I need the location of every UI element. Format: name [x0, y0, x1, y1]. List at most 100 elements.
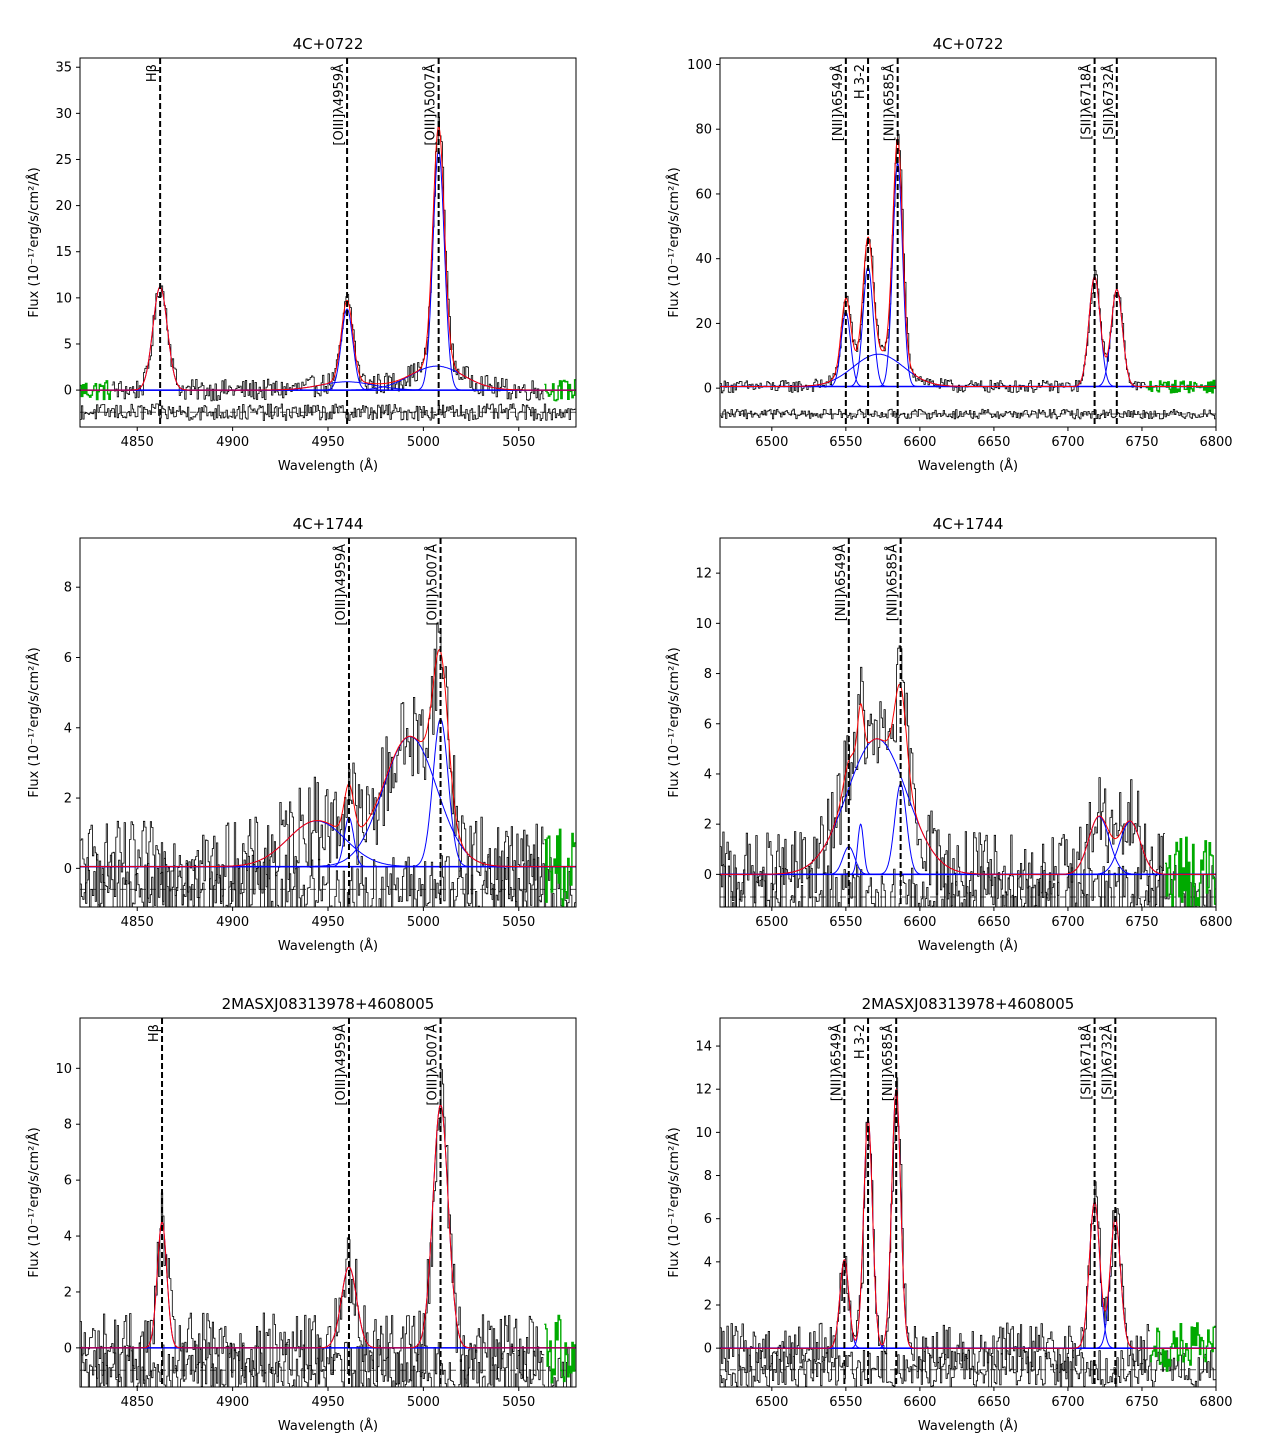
y-tick-label-6: 25 [55, 153, 72, 168]
axes-frame [719, 57, 1217, 428]
chart-title: 2MASXJ08313978+4608005 [862, 995, 1075, 1013]
continuum-window-spectrum [1149, 1322, 1216, 1372]
y-tick-label-6: 10 [695, 1126, 712, 1141]
total-model-fit [80, 125, 576, 391]
observed-spectrum [80, 622, 576, 907]
y-tick-label-3: 4 [64, 1230, 72, 1245]
residual-spectrum [80, 403, 576, 421]
line-label-2: H 3-2 [853, 64, 868, 99]
x-tick-label-6: 6750 [1125, 1395, 1158, 1410]
residual-spectrum [720, 408, 1216, 420]
x-tick-label-1: 6500 [755, 915, 788, 930]
gaussian-component-4 [720, 353, 1216, 387]
plot-area [80, 622, 576, 907]
x-tick-label-4: 5000 [407, 1395, 440, 1410]
observed-spectrum [720, 1077, 1216, 1374]
chart-panel-6: [NII]λ6549Å H 3-2 [NII]λ6585Å [SII]λ6718Å [S… [666, 995, 1233, 1434]
line-label-1: [OIII]λ4959Å [333, 544, 349, 626]
chart-panel-5: Hβ [OIII]λ4959Å [OIII]λ5007Å 4850 4900 4950 50… [26, 995, 577, 1434]
x-tick-label-2: 4900 [216, 1395, 249, 1410]
y-tick-label-4: 60 [695, 187, 712, 202]
total-model-fit [80, 648, 576, 868]
x-tick-label-5: 5050 [502, 1395, 535, 1410]
plot-area [80, 1069, 576, 1387]
y-tick-label-4: 6 [704, 717, 712, 732]
x-tick-label-4: 6650 [977, 1395, 1010, 1410]
line-label-5: [SII]λ6732Å [1101, 64, 1117, 140]
x-tick-label-1: 6500 [755, 435, 788, 450]
y-tick-label-7: 12 [695, 1083, 712, 1098]
gaussian-component-3 [80, 149, 576, 391]
chart-panel-3: [OIII]λ4959Å [OIII]λ5007Å 4850 4900 4950 5000… [26, 515, 577, 954]
x-tick-label-2: 4900 [216, 435, 249, 450]
line-label-2: [NII]λ6585Å [885, 544, 901, 621]
y-tick-label-4: 6 [64, 651, 72, 666]
y-tick-label-1: 0 [704, 1342, 712, 1357]
total-model-fit [720, 1088, 1216, 1349]
line-label-3: [OIII]λ5007Å [423, 64, 439, 146]
observed-spectrum [720, 645, 1165, 907]
y-tick-label-7: 30 [55, 107, 72, 122]
gaussian-component-6 [720, 288, 1216, 387]
y-tick-label-3: 40 [695, 252, 712, 267]
axes-frame [79, 57, 577, 428]
observed-spectrum [80, 1069, 576, 1385]
x-tick-label-5: 6700 [1051, 915, 1084, 930]
y-tick-label-3: 4 [704, 1255, 712, 1270]
x-tick-label-3: 6600 [903, 915, 936, 930]
x-tick-label-4: 6650 [977, 435, 1010, 450]
chart-panel-4: [NII]λ6549Å [NII]λ6585Å 6500 6550 6600 6650 67… [666, 515, 1233, 954]
y-tick-label-1: 0 [64, 1341, 72, 1356]
total-model-fit [720, 683, 1216, 875]
x-tick-label-3: 6600 [903, 435, 936, 450]
continuum-window-spectrum [1145, 379, 1216, 394]
x-axis-label: Wavelength (Å) [918, 1418, 1018, 1434]
chart-title: 4C+1744 [933, 515, 1004, 533]
y-tick-label-4: 6 [704, 1212, 712, 1227]
y-tick-label-6: 10 [695, 617, 712, 632]
x-tick-label-4: 5000 [407, 435, 440, 450]
x-tick-label-4: 6650 [977, 915, 1010, 930]
y-tick-label-1: 0 [704, 868, 712, 883]
y-tick-label-2: 5 [64, 337, 72, 352]
gaussian-component-4 [720, 1200, 1216, 1349]
line-label-4: [SII]λ6718Å [1079, 1024, 1095, 1100]
x-axis-label: Wavelength (Å) [278, 1418, 378, 1434]
y-axis-label: Flux (10⁻¹⁷erg/s/cm²/Å) [26, 1127, 42, 1277]
y-tick-label-2: 20 [695, 317, 712, 332]
gaussian-component-2 [720, 1118, 1216, 1349]
chart-title: 4C+0722 [293, 35, 364, 53]
y-tick-label-1: 0 [64, 384, 72, 399]
y-tick-label-2: 2 [64, 1285, 72, 1300]
y-tick-label-3: 4 [64, 721, 72, 736]
x-tick-label-5: 6700 [1051, 1395, 1084, 1410]
y-tick-label-4: 6 [64, 1174, 72, 1189]
x-tick-label-7: 6800 [1199, 435, 1232, 450]
line-label-1: [NII]λ6549Å [833, 544, 849, 621]
observed-spectrum [111, 116, 576, 402]
line-label-1: Hβ [145, 64, 160, 82]
continuum-window-spectrum [1165, 836, 1216, 907]
line-label-3: [NII]λ6585Å [882, 64, 898, 141]
x-tick-label-1: 4850 [121, 1395, 154, 1410]
y-tick-label-5: 8 [704, 667, 712, 682]
line-label-2: [OIII]λ5007Å [425, 544, 441, 626]
y-tick-label-1: 0 [64, 862, 72, 877]
x-tick-label-2: 6550 [829, 1395, 862, 1410]
continuum-window-spectrum [544, 1314, 576, 1384]
axes-frame [719, 537, 1217, 908]
y-axis-label: Flux (10⁻¹⁷erg/s/cm²/Å) [26, 647, 42, 797]
y-axis-label: Flux (10⁻¹⁷erg/s/cm²/Å) [666, 647, 682, 797]
x-tick-label-2: 6550 [829, 435, 862, 450]
line-label-3: [OIII]λ5007Å [425, 1024, 441, 1106]
x-tick-label-7: 6800 [1199, 1395, 1232, 1410]
plot-area [720, 1077, 1216, 1387]
x-tick-label-3: 4950 [311, 1395, 344, 1410]
y-tick-label-8: 14 [695, 1040, 712, 1055]
y-tick-label-2: 2 [704, 1299, 712, 1314]
y-tick-label-5: 8 [704, 1169, 712, 1184]
plot-area [720, 645, 1216, 907]
gaussian-component-3 [720, 162, 1216, 387]
